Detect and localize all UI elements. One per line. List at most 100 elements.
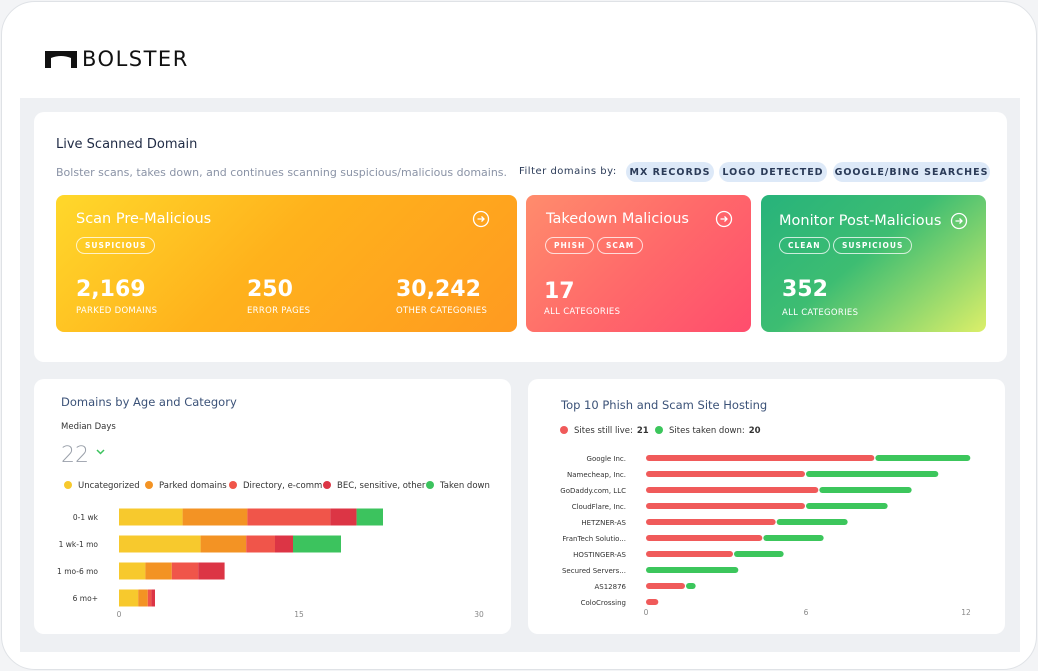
bar-segment — [330, 508, 357, 526]
x-tick-label: 30 — [474, 610, 484, 619]
category-label: 6 mo+ — [73, 594, 98, 603]
trend-icon — [96, 449, 105, 455]
bar-segment — [198, 562, 225, 580]
legend-label: BEC, sensitive, other — [337, 481, 426, 491]
chart-panel: Domains by Age and Category Median Days … — [34, 379, 511, 634]
stat-value: 250 — [247, 277, 293, 302]
bar-segment — [151, 589, 155, 607]
legend-label: Taken down — [439, 481, 490, 491]
hosting-chart: Top 10 Phish and Scam Site Hosting Sites… — [560, 398, 971, 617]
bar-segment — [763, 535, 824, 541]
stat-label: OTHER CATEGORIES — [396, 306, 488, 316]
category-label: HETZNER-AS — [581, 519, 626, 527]
arrow-icon[interactable] — [715, 210, 733, 228]
category-label: Secured Servers... — [562, 567, 626, 575]
stat-label: PARKED DOMAINS — [76, 306, 158, 316]
arrow-icon[interactable] — [472, 210, 490, 228]
bar-segment — [119, 535, 201, 553]
category-label: 1 mo-6 mo — [57, 567, 98, 576]
legend-dot — [323, 481, 331, 489]
stat-value: 17 — [544, 279, 575, 304]
stat-value: 2,169 — [76, 277, 146, 302]
category-label: HOSTINGER-AS — [573, 551, 626, 559]
logo-text: BOLSTER — [82, 47, 189, 71]
bar-segment — [275, 535, 293, 553]
category-label: 1 wk-1 mo — [59, 540, 99, 549]
card[interactable]: Scan Pre-Malicious SUSPICIOUS 2,169 PARK… — [56, 195, 517, 332]
age-chart: Domains by Age and Category Median Days … — [57, 395, 490, 619]
bar-segment — [806, 471, 939, 477]
legend-entry: Sites still live: 21 — [574, 426, 649, 436]
bar-segment — [145, 562, 172, 580]
bar-segment — [875, 455, 971, 461]
bar-segment — [293, 535, 341, 553]
bar-segment — [646, 455, 875, 461]
legend-dot — [560, 426, 568, 434]
x-tick-label: 15 — [294, 610, 304, 619]
bar-segment — [200, 535, 247, 553]
category-label: AS12876 — [595, 583, 627, 591]
x-tick-label: 0 — [644, 608, 649, 617]
legend-dot — [64, 481, 72, 489]
legend-dot — [655, 426, 663, 434]
stat-label: ALL CATEGORIES — [782, 308, 859, 318]
median-value: 22 — [61, 443, 89, 468]
summary-title: Live Scanned Domain — [56, 137, 198, 152]
category-label: ColoCrossing — [581, 599, 626, 607]
bar-segment — [734, 551, 784, 557]
legend-label: Sites still live: — [574, 426, 633, 436]
x-tick-label: 6 — [804, 608, 809, 617]
filter-button[interactable]: MX RECORDS — [626, 162, 714, 182]
x-tick-label: 0 — [117, 610, 122, 619]
bar-segment — [138, 589, 148, 607]
legend-label: Parked domains — [159, 481, 227, 491]
summary-description: Bolster scans, takes down, and continues… — [56, 166, 508, 179]
stat-value: 352 — [782, 277, 828, 302]
category-label: GoDaddy.com, LLC — [560, 487, 626, 495]
chart-panel: Top 10 Phish and Scam Site Hosting Sites… — [528, 379, 1005, 634]
bar-segment — [171, 562, 199, 580]
x-tick-label: 12 — [961, 608, 971, 617]
card-title: Takedown Malicious — [546, 211, 689, 227]
logo-icon — [45, 51, 77, 68]
bar-segment — [119, 508, 183, 526]
legend-dot — [145, 481, 153, 489]
bar-segment — [646, 567, 739, 573]
bar-segment — [182, 508, 248, 526]
legend-label: Sites taken down: — [669, 426, 745, 436]
legend-dot — [426, 481, 434, 489]
bar-segment — [646, 503, 805, 509]
legend-total: 21 — [637, 426, 649, 436]
bar-segment — [646, 583, 685, 589]
legend-label: Directory, e-comm — [243, 481, 322, 491]
filter-button[interactable]: GOOGLE/BING SEARCHES — [833, 162, 990, 182]
bar-segment — [646, 535, 763, 541]
legend-entry: Sites taken down: 20 — [669, 426, 761, 436]
tag: CLEAN — [779, 237, 830, 254]
chart-title: Domains by Age and Category — [61, 395, 237, 409]
legend-total: 20 — [749, 426, 761, 436]
arrow-icon[interactable] — [950, 212, 968, 230]
card-title: Monitor Post-Malicious — [779, 213, 942, 229]
tag: SUSPICIOUS — [833, 237, 913, 254]
legend-label: Uncategorized — [78, 481, 140, 491]
tag: SCAM — [597, 237, 644, 254]
bar-segment — [646, 519, 776, 525]
card[interactable]: Monitor Post-Malicious CLEAN SUSPICIOUS … — [761, 195, 986, 332]
bar-segment — [819, 487, 912, 493]
bar-segment — [119, 562, 146, 580]
bar-segment — [246, 535, 275, 553]
filter-label: Filter domains by: — [519, 166, 617, 177]
tag: SUSPICIOUS — [76, 237, 156, 254]
filter-button[interactable]: LOGO DETECTED — [719, 162, 827, 182]
bar-segment — [247, 508, 331, 526]
legend-dot — [229, 481, 237, 489]
stat-value: 30,242 — [396, 277, 481, 302]
stat-label: ERROR PAGES — [247, 306, 311, 316]
card[interactable]: Takedown Malicious PHISH SCAM 17 ALL CAT… — [526, 195, 751, 332]
bar-segment — [646, 551, 733, 557]
bar-segment — [119, 589, 139, 607]
bar-segment — [646, 471, 805, 477]
chart-title: Top 10 Phish and Scam Site Hosting — [560, 398, 767, 412]
